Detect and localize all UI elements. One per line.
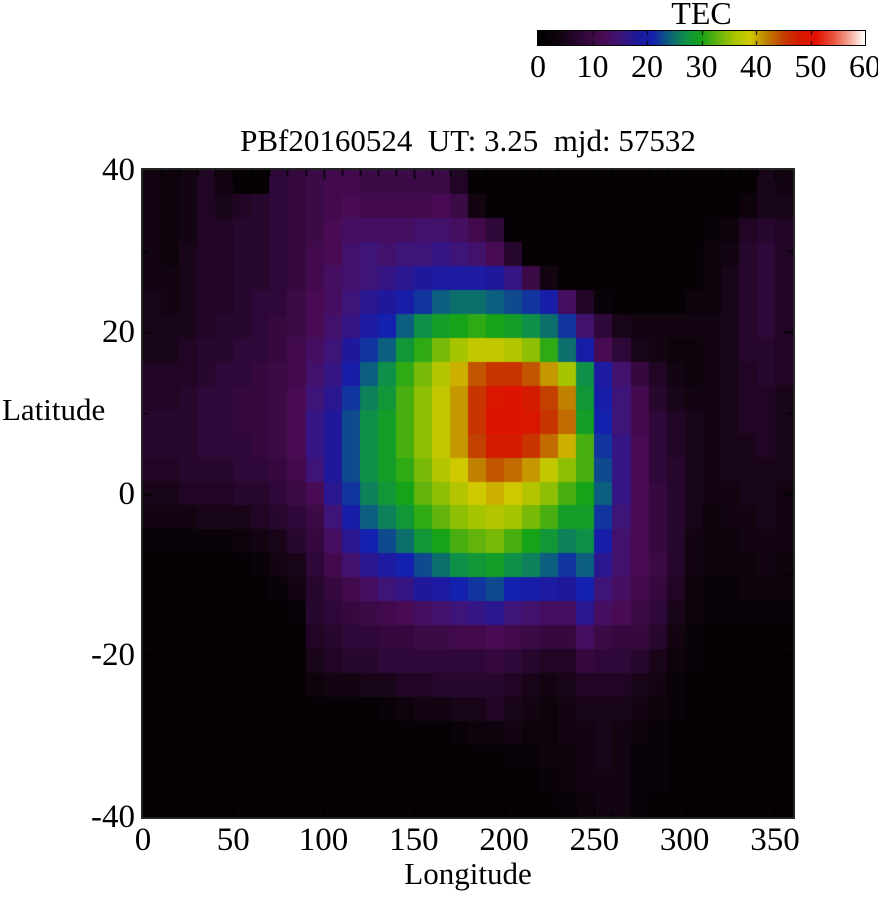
colorbar-tick-label: 40 — [740, 48, 772, 84]
plot-area — [141, 168, 795, 819]
x-tick-label: 0 — [134, 822, 152, 858]
y-tick-label: 20 — [102, 313, 135, 350]
colorbar-tick-label: 60 — [849, 48, 878, 84]
colorbar-tick-label: 0 — [530, 48, 546, 84]
x-tick-label: 350 — [750, 822, 800, 858]
colorbar-title: TEC — [671, 0, 732, 31]
colorbar-tick-label: 20 — [631, 48, 663, 84]
colorbar-tick-label: 10 — [576, 48, 609, 84]
y-tick-label: -20 — [91, 637, 135, 674]
y-tick-label: 40 — [102, 152, 135, 188]
x-axis-label: Longitude — [404, 856, 532, 891]
y-axis-label: Latitude — [2, 392, 106, 427]
x-tick-label: 250 — [569, 822, 620, 858]
y-tick-label: 0 — [118, 475, 136, 512]
colorbar-tick-label: 50 — [794, 48, 827, 84]
x-tick-label: 50 — [216, 822, 250, 858]
x-tick-label: 200 — [479, 822, 529, 858]
colorbar-tick-label: 30 — [685, 48, 718, 84]
tec-heatmap — [143, 170, 793, 817]
colorbar-gradient — [537, 30, 866, 46]
x-tick-label: 150 — [389, 822, 439, 858]
y-tick-label: -40 — [91, 799, 135, 835]
x-tick-label: 300 — [659, 822, 710, 858]
plot-title: PBf20160524 UT: 3.25 mjd: 57532 — [240, 123, 696, 158]
x-tick-label: 100 — [298, 822, 349, 858]
